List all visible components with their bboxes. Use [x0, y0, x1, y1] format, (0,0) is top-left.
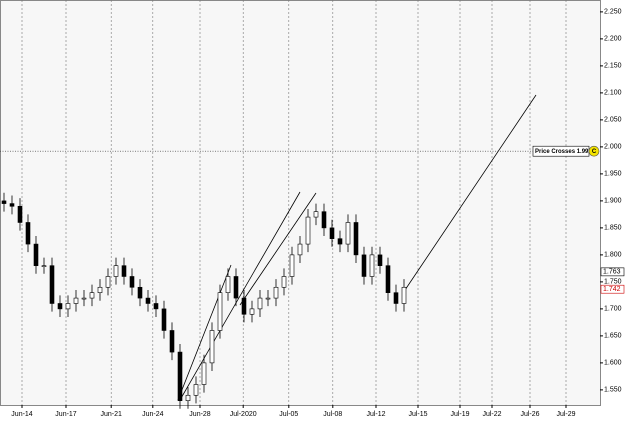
x-tick-label: Jul-05: [279, 411, 298, 418]
candle-body: [393, 292, 399, 304]
candle-body: [329, 227, 335, 239]
grid: [0, 0, 600, 405]
y-tick-label: 2.100: [604, 90, 622, 97]
candle-body: [281, 276, 287, 288]
candles: [1, 192, 407, 409]
candle-body: [89, 292, 95, 299]
candle-body: [313, 211, 319, 218]
candle-body: [249, 308, 255, 315]
candle-body: [345, 222, 351, 245]
x-tick-label: Jul-29: [556, 411, 575, 418]
candle-body: [377, 254, 383, 266]
y-tick-label: 1.550: [604, 387, 622, 394]
candle-body: [121, 265, 127, 277]
price-tag: 1.742: [603, 286, 621, 293]
candle-body: [233, 276, 239, 299]
trend-line: [239, 192, 317, 306]
candle-body: [57, 303, 63, 310]
candle-body: [169, 330, 175, 353]
candle-body: [241, 297, 247, 315]
candle-body: [353, 222, 359, 256]
x-tick-label: Jul-15: [408, 411, 427, 418]
x-tick-label: Jun-14: [11, 411, 33, 418]
trend-line: [177, 264, 232, 401]
price-tag-box: [600, 267, 625, 277]
candle-body: [137, 286, 143, 299]
x-tick-label: Jul-08: [323, 411, 342, 418]
candle-body: [129, 276, 135, 288]
candle-body: [209, 330, 215, 364]
candle-body: [97, 286, 103, 293]
candle-body: [265, 297, 271, 300]
candle-body: [81, 297, 87, 300]
candle-body: [177, 351, 183, 401]
y-tick-label: 2.000: [604, 144, 622, 151]
candle-body: [201, 362, 207, 385]
candle-body: [73, 297, 79, 304]
candle-body: [385, 265, 391, 293]
x-tick-label: Jun-28: [189, 411, 211, 418]
x-tick-label: Jul-12: [366, 411, 385, 418]
y-tick-label: 1.700: [604, 306, 622, 313]
y-tick-label: 2.150: [604, 63, 622, 70]
candle-body: [25, 222, 31, 245]
y-tick-label: 1.950: [604, 171, 622, 178]
y-tick-label: 1.900: [604, 198, 622, 205]
trend-lines: [177, 94, 537, 401]
candle-body: [297, 243, 303, 256]
candle-body: [337, 238, 343, 245]
candle-body: [193, 384, 199, 396]
candle-body: [305, 216, 311, 245]
price-tag-box: [600, 284, 625, 294]
y-tick-label: 2.050: [604, 117, 622, 124]
plot-area: [0, 0, 601, 406]
y-tick-label: 1.600: [604, 360, 622, 367]
candle-body: [185, 394, 191, 401]
x-tick-label: Jul-26: [520, 411, 539, 418]
candle-body: [161, 308, 167, 331]
candle-body: [17, 205, 23, 223]
y-tick-label: 1.850: [604, 225, 622, 232]
axes: 1.550 1.600 1.650 1.700 1.750 1.800 1.850 1.900…: [11, 9, 625, 418]
y-tick-label: 2.200: [604, 36, 622, 43]
candle-body: [49, 265, 55, 304]
candle-body: [225, 276, 231, 293]
x-tick-label: Jun-17: [55, 411, 77, 418]
y-tick-label: 1.800: [604, 252, 622, 259]
candle-body: [257, 297, 263, 310]
candle-body: [9, 203, 15, 207]
candle-body: [113, 265, 119, 277]
y-tick-label: 2.250: [604, 9, 622, 16]
candle-body: [321, 211, 327, 229]
candle-body: [273, 286, 279, 299]
candle-body: [369, 254, 375, 277]
x-tick-label: Jun-24: [142, 411, 164, 418]
trend-line: [404, 94, 537, 291]
y-tick-label: 1.750: [604, 279, 622, 286]
candle-body: [289, 254, 295, 277]
candle-body: [217, 292, 223, 331]
candle-body: [105, 276, 111, 288]
alert-label: Price Crosses 1.992: [535, 149, 592, 155]
candle-body: [33, 243, 39, 266]
trend-line: [179, 191, 301, 401]
price-tag: 1.763: [603, 269, 621, 276]
x-tick-label: Jun-21: [100, 411, 122, 418]
candle-body: [1, 200, 7, 204]
candle-body: [41, 265, 47, 267]
x-tick-label: Jul-19: [450, 411, 469, 418]
x-tick-label: Jul-22: [482, 411, 501, 418]
y-tick-label: 1.650: [604, 333, 622, 340]
alert-badge-label: C: [592, 149, 597, 155]
candle-body: [153, 303, 159, 310]
candle-body: [361, 254, 367, 277]
candle-body: [401, 286, 407, 304]
candle-body: [145, 297, 151, 304]
candle-body: [65, 303, 71, 310]
x-tick-label: Jul-2020: [230, 411, 257, 418]
alert-badge: [588, 145, 600, 157]
